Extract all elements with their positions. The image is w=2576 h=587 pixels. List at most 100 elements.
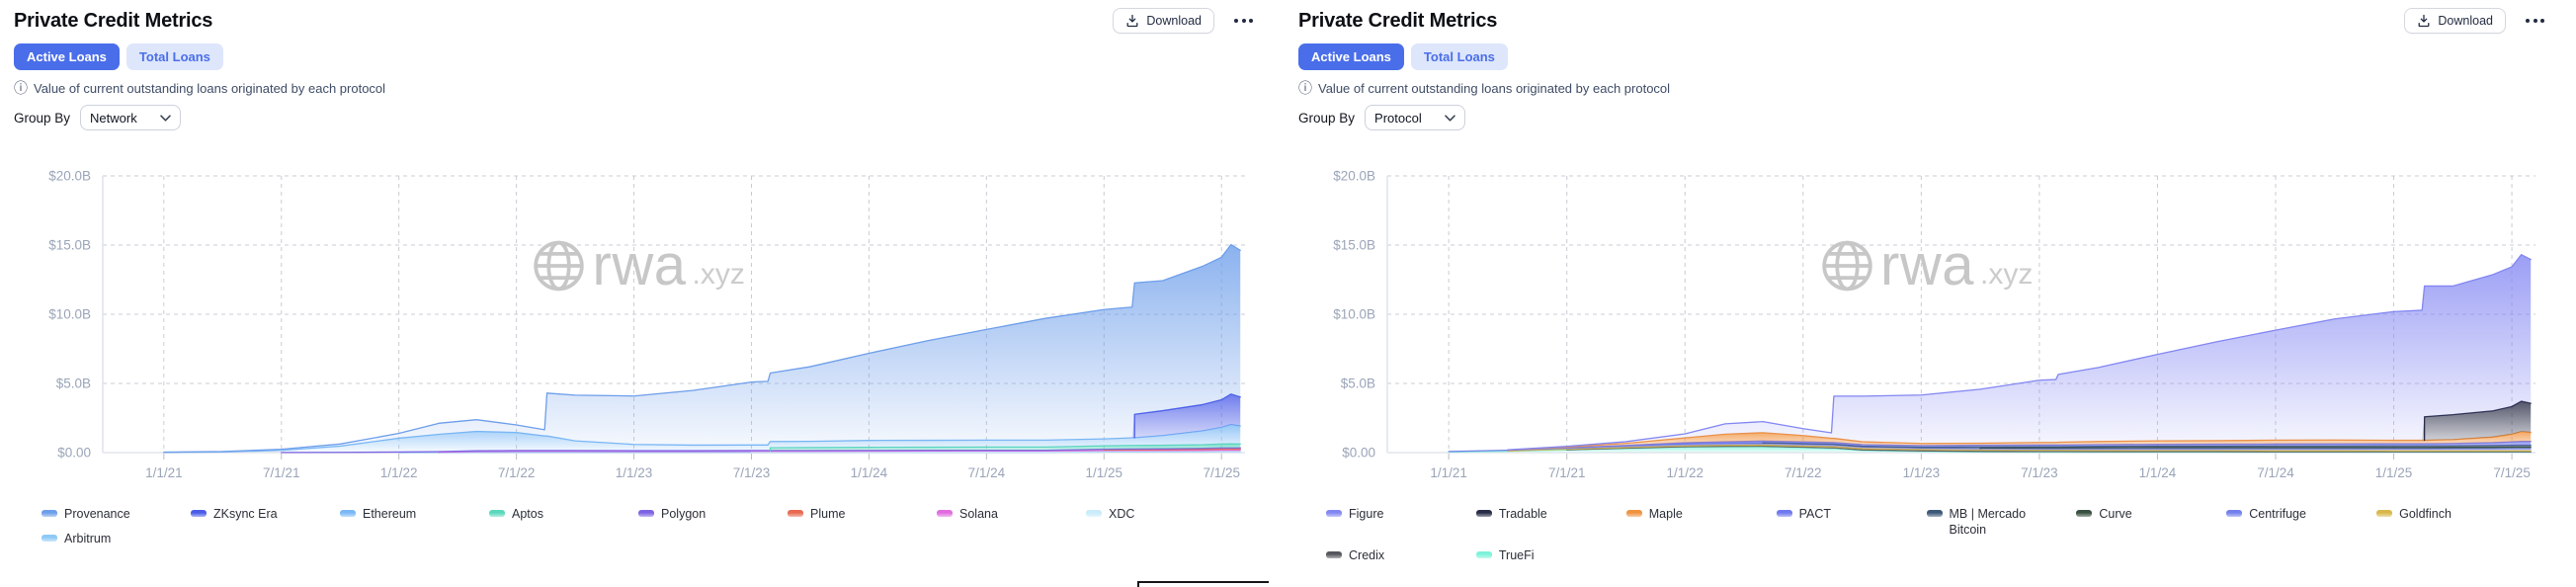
tab-active-loans[interactable]: Active Loans — [1298, 43, 1404, 70]
legend-item-maple[interactable]: Maple — [1625, 506, 1777, 539]
legend-label: TrueFi — [1498, 547, 1535, 562]
group-by-value: Network — [90, 110, 137, 126]
group-by-label: Group By — [1298, 110, 1356, 126]
group-by-select[interactable]: Protocol — [1365, 105, 1466, 130]
svg-text:$20.0B: $20.0B — [48, 169, 91, 184]
legend-item-ethereum[interactable]: Ethereum — [340, 506, 489, 522]
legend-swatch — [1926, 510, 1943, 517]
legend-swatch — [191, 510, 207, 517]
legend-item-tradable[interactable]: Tradable — [1475, 506, 1626, 539]
group-by-select[interactable]: Network — [80, 105, 182, 130]
legend-swatch — [42, 510, 57, 517]
legend-item-centrifuge[interactable]: Centrifuge — [2226, 506, 2376, 539]
tab-active-loans[interactable]: Active Loans — [14, 43, 120, 70]
svg-text:$20.0B: $20.0B — [1333, 169, 1375, 184]
legend-label: Figure — [1349, 507, 1384, 521]
more-menu-icon[interactable] — [1232, 15, 1255, 27]
legend-protocol: Figure Tradable Maple PACT MB | Mercado Bitc… — [1298, 506, 2562, 563]
legend-swatch — [638, 510, 654, 517]
svg-text:7/1/25: 7/1/25 — [2493, 465, 2531, 480]
legend-label: Polygon — [661, 507, 706, 521]
panel-toolbar: Download — [1113, 8, 1255, 34]
group-by-label: Group By — [14, 110, 71, 126]
group-by-value: Protocol — [1374, 110, 1422, 126]
svg-text:1/1/24: 1/1/24 — [851, 465, 888, 480]
panel-header: Private Credit Metrics Download — [1298, 8, 2562, 38]
legend-swatch — [1326, 510, 1342, 517]
chart-panel-protocol: Private Credit Metrics Download Active L… — [1285, 0, 2576, 584]
panel-toolbar: Download — [2404, 8, 2546, 34]
legend-swatch — [489, 510, 505, 517]
svg-text:7/1/22: 7/1/22 — [1785, 465, 1822, 480]
svg-text:1/1/21: 1/1/21 — [1430, 465, 1467, 480]
legend-network: Provenance ZKsync Era Ethereum Aptos Polygon… — [14, 506, 1271, 547]
svg-text:7/1/22: 7/1/22 — [498, 465, 536, 480]
legend-item-curve[interactable]: Curve — [2076, 506, 2226, 539]
legend-swatch — [1326, 550, 1342, 558]
svg-text:1/1/25: 1/1/25 — [2375, 465, 2413, 480]
legend-item-truefi[interactable]: TrueFi — [1475, 547, 1626, 563]
svg-text:$5.0B: $5.0B — [56, 377, 91, 391]
download-button[interactable]: Download — [1113, 8, 1214, 34]
more-menu-icon[interactable] — [2524, 15, 2546, 27]
description-text: Value of current outstanding loans origi… — [1318, 80, 1671, 96]
stacked-area-chart-network[interactable]: $0.00 $5.0B $10.0B $15.0B $20.0B 1/1/21 7/1/21… — [14, 130, 1265, 496]
legend-label: Solana — [959, 507, 998, 521]
legend-label: Goldfinch — [2399, 507, 2451, 521]
legend-item-aptos[interactable]: Aptos — [489, 506, 638, 522]
info-icon: ⓘ — [1298, 80, 1312, 96]
svg-text:$0.00: $0.00 — [1342, 446, 1375, 461]
legend-swatch — [340, 510, 356, 517]
legend-label: Provenance — [64, 507, 130, 521]
legend-label: Credix — [1349, 547, 1385, 562]
legend-item-zksync-era[interactable]: ZKsync Era — [191, 506, 340, 522]
legend-item-polygon[interactable]: Polygon — [638, 506, 788, 522]
download-icon — [2418, 14, 2430, 28]
legend-swatch — [1475, 550, 1492, 558]
svg-text:1/1/21: 1/1/21 — [145, 465, 183, 480]
legend-item-plume[interactable]: Plume — [788, 506, 937, 522]
legend-item-provenance[interactable]: Provenance — [42, 506, 191, 522]
legend-item-pact[interactable]: PACT — [1776, 506, 1927, 539]
legend-swatch — [1086, 510, 1102, 517]
svg-text:$15.0B: $15.0B — [1333, 238, 1375, 253]
legend-swatch — [788, 510, 803, 517]
legend-label: ZKsync Era — [213, 507, 278, 521]
legend-label: PACT — [1798, 507, 1832, 521]
legend-swatch — [2376, 510, 2393, 517]
legend-item-arbitrum[interactable]: Arbitrum — [42, 531, 191, 546]
legend-label: Ethereum — [363, 507, 417, 521]
legend-item-xdc[interactable]: XDC — [1086, 506, 1235, 522]
chart-panel-network: Private Credit Metrics Download Active L… — [0, 0, 1285, 584]
tab-total-loans[interactable]: Total Loans — [1410, 43, 1508, 70]
clipped-overlay-fragment — [1137, 581, 1269, 587]
description-text: Value of current outstanding loans origi… — [34, 80, 386, 96]
legend-item-mb-mercado-bitcoin[interactable]: MB | Mercado Bitcoin — [1926, 506, 2077, 539]
legend-item-figure[interactable]: Figure — [1326, 506, 1476, 539]
download-label: Download — [2438, 14, 2493, 28]
svg-text:7/1/25: 7/1/25 — [1203, 465, 1240, 480]
legend-swatch — [2076, 510, 2093, 517]
chevron-down-icon — [1445, 114, 1455, 122]
svg-text:$10.0B: $10.0B — [48, 307, 91, 322]
legend-swatch — [1776, 510, 1792, 517]
tab-total-loans[interactable]: Total Loans — [125, 43, 223, 70]
svg-text:$10.0B: $10.0B — [1333, 307, 1375, 322]
legend-item-goldfinch[interactable]: Goldfinch — [2376, 506, 2527, 539]
svg-text:7/1/21: 7/1/21 — [263, 465, 300, 480]
legend-label: Tradable — [1498, 507, 1547, 521]
info-icon: ⓘ — [14, 80, 28, 96]
download-button[interactable]: Download — [2404, 8, 2506, 34]
svg-text:$15.0B: $15.0B — [48, 238, 91, 253]
loan-type-tabs: Active Loans Total Loans — [1298, 43, 2562, 70]
page-title: Private Credit Metrics — [1298, 10, 1498, 32]
legend-item-solana[interactable]: Solana — [937, 506, 1086, 522]
legend-swatch — [2226, 510, 2243, 517]
svg-text:7/1/24: 7/1/24 — [968, 465, 1006, 480]
legend-item-credix[interactable]: Credix — [1326, 547, 1476, 563]
chevron-down-icon — [160, 114, 171, 122]
download-icon — [1126, 14, 1138, 28]
chart-area-protocol: $0.00 $5.0B $10.0B $15.0B $20.0B 1/1/21 7/1/21… — [1298, 130, 2562, 496]
stacked-area-chart-protocol[interactable]: $0.00 $5.0B $10.0B $15.0B $20.0B 1/1/21 7/1/21… — [1298, 130, 2555, 496]
svg-text:7/1/21: 7/1/21 — [1548, 465, 1586, 480]
